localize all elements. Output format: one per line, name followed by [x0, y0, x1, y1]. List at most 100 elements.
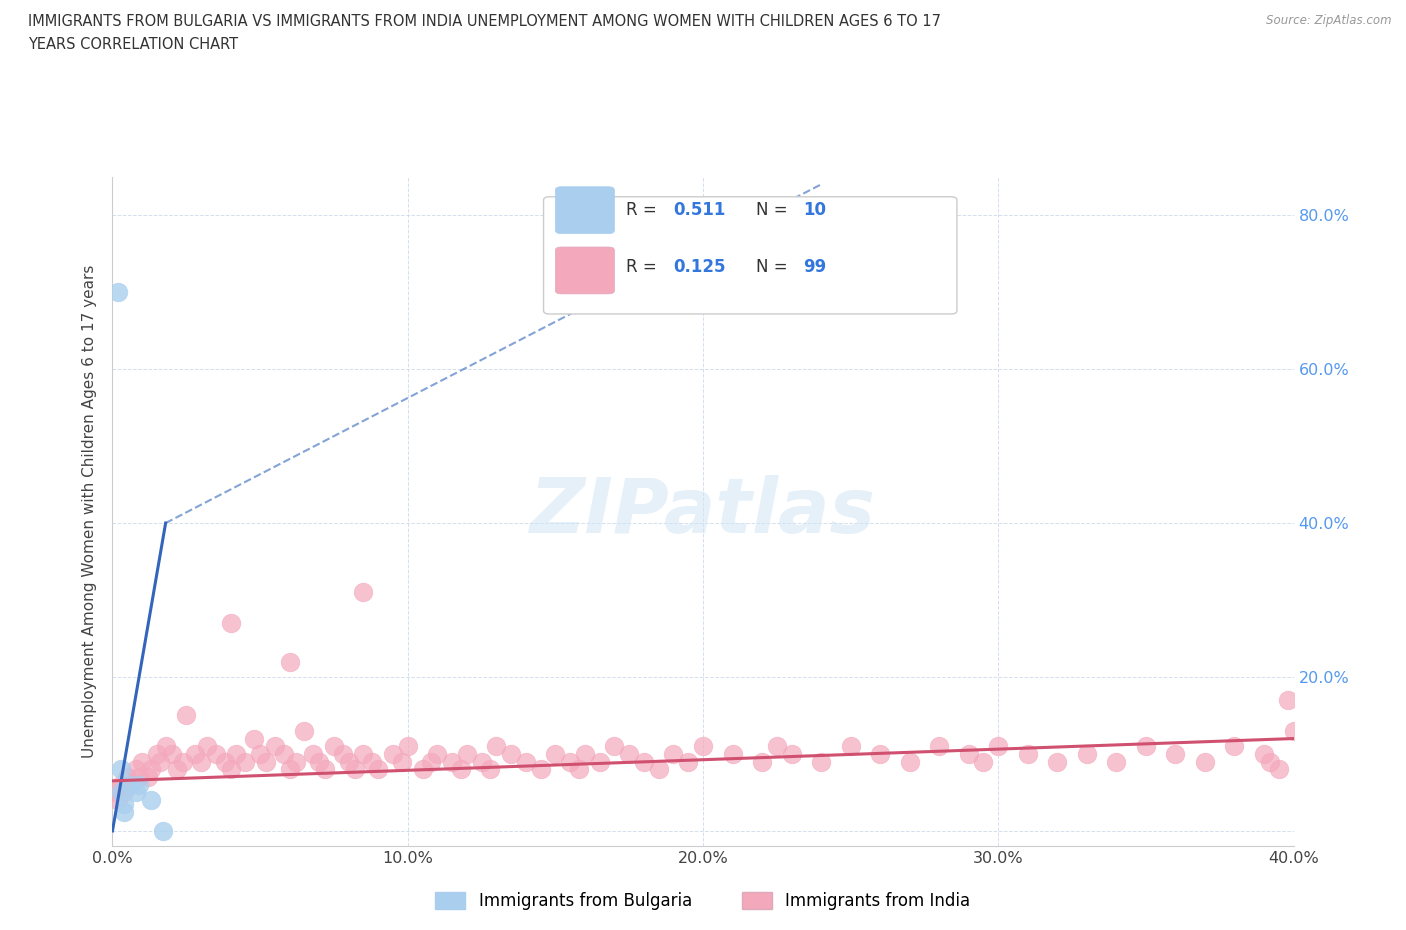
Point: [302, 747, 325, 762]
Point: [515, 754, 537, 769]
Point: [501, 747, 523, 762]
Point: [544, 747, 567, 762]
Text: R =: R =: [626, 259, 662, 276]
Point: [647, 762, 671, 777]
Point: [219, 616, 242, 631]
Point: [278, 762, 301, 777]
Point: [125, 785, 148, 800]
Point: [1282, 724, 1305, 738]
Point: [174, 708, 197, 723]
Point: [780, 747, 803, 762]
Point: [139, 762, 162, 777]
Point: [323, 738, 346, 753]
Point: [264, 738, 287, 753]
Point: [120, 777, 142, 792]
Point: [131, 754, 153, 769]
Point: [136, 770, 159, 785]
Point: [662, 747, 685, 762]
Text: R =: R =: [626, 201, 662, 219]
Point: [107, 285, 129, 299]
Point: [125, 762, 148, 777]
Point: [152, 823, 174, 838]
Text: N =: N =: [756, 259, 793, 276]
Point: [367, 762, 389, 777]
Point: [184, 747, 207, 762]
Point: [172, 754, 194, 769]
Point: [146, 747, 169, 762]
Point: [155, 738, 177, 753]
Point: [278, 654, 301, 669]
Point: [1076, 747, 1098, 762]
Point: [1105, 754, 1128, 769]
Point: [1268, 762, 1291, 777]
Y-axis label: Unemployment Among Women with Children Ages 6 to 17 years: Unemployment Among Women with Children A…: [82, 265, 97, 758]
Point: [352, 585, 374, 600]
Point: [568, 762, 591, 777]
Point: [249, 747, 271, 762]
Point: [225, 747, 247, 762]
Point: [1258, 754, 1281, 769]
Point: [751, 754, 773, 769]
Point: [166, 762, 188, 777]
Point: [337, 754, 360, 769]
Point: [308, 754, 330, 769]
Point: [619, 747, 641, 762]
Point: [692, 738, 714, 753]
Point: [928, 738, 950, 753]
Point: [233, 754, 256, 769]
Point: [110, 777, 132, 792]
Point: [588, 754, 610, 769]
Point: [343, 762, 366, 777]
Point: [678, 754, 700, 769]
Point: [314, 762, 336, 777]
Point: [110, 785, 132, 800]
Point: [973, 754, 995, 769]
Point: [139, 792, 162, 807]
Text: Source: ZipAtlas.com: Source: ZipAtlas.com: [1267, 14, 1392, 27]
Legend: Immigrants from Bulgaria, Immigrants from India: Immigrants from Bulgaria, Immigrants fro…: [429, 885, 977, 917]
Point: [987, 738, 1010, 753]
Point: [420, 754, 443, 769]
Point: [1046, 754, 1069, 769]
Point: [456, 747, 478, 762]
Point: [603, 738, 626, 753]
Point: [396, 738, 419, 753]
Point: [898, 754, 921, 769]
Point: [104, 785, 127, 800]
Text: 99: 99: [803, 259, 827, 276]
Text: 10: 10: [803, 201, 827, 219]
Point: [633, 754, 655, 769]
FancyBboxPatch shape: [555, 187, 614, 233]
Point: [273, 747, 295, 762]
FancyBboxPatch shape: [555, 247, 614, 294]
Point: [1194, 754, 1216, 769]
Point: [214, 754, 236, 769]
Point: [426, 747, 449, 762]
Point: [128, 777, 150, 792]
Point: [1277, 693, 1299, 708]
Point: [219, 762, 242, 777]
Point: [1164, 747, 1187, 762]
Point: [391, 754, 413, 769]
Text: 0.511: 0.511: [673, 201, 725, 219]
Point: [128, 770, 150, 785]
Point: [558, 754, 582, 769]
Point: [112, 804, 135, 819]
Point: [112, 796, 135, 811]
Point: [1253, 747, 1275, 762]
Point: [195, 738, 218, 753]
Point: [254, 754, 277, 769]
Point: [721, 747, 744, 762]
Point: [411, 762, 433, 777]
Point: [574, 747, 596, 762]
Point: [160, 747, 183, 762]
Point: [352, 747, 374, 762]
Point: [120, 777, 142, 792]
Text: N =: N =: [756, 201, 793, 219]
Point: [190, 754, 212, 769]
Point: [1135, 738, 1157, 753]
Point: [205, 747, 228, 762]
Point: [485, 738, 508, 753]
Text: 0.125: 0.125: [673, 259, 725, 276]
Point: [382, 747, 405, 762]
